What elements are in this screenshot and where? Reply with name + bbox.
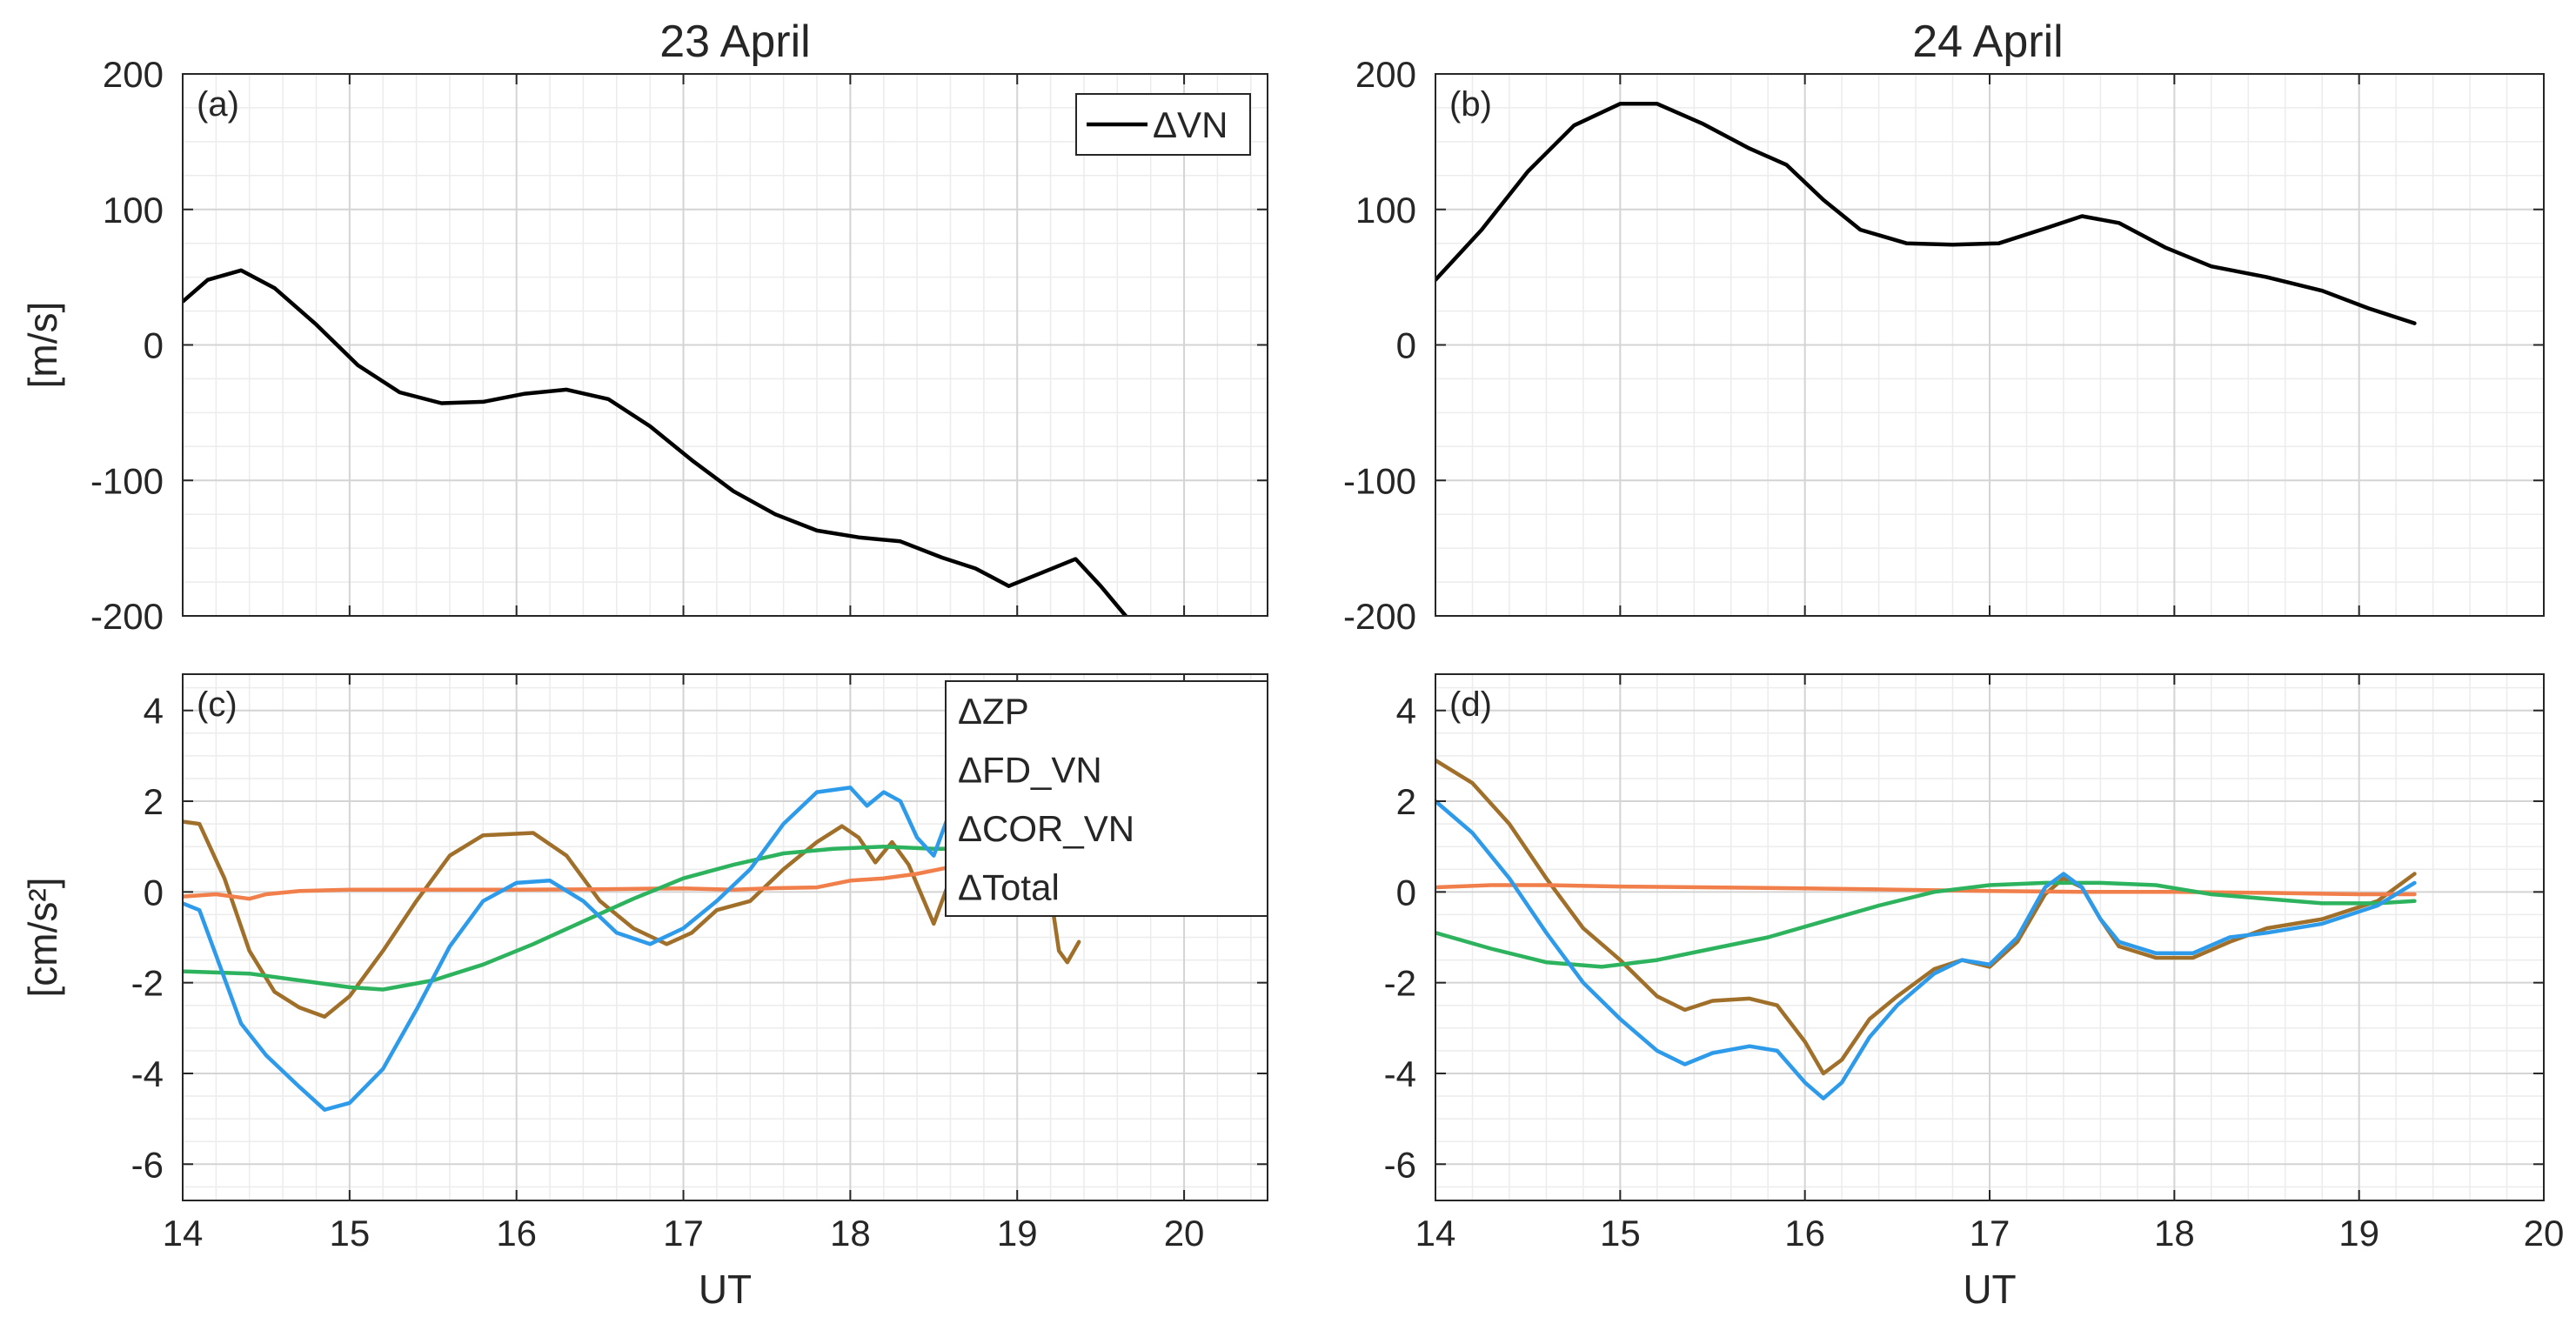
legend-entry: ΔZP (958, 691, 1029, 732)
legend-entry: ΔCOR_VN (958, 808, 1134, 849)
y-tick-label: -6 (131, 1144, 164, 1185)
y-tick-label: -4 (1384, 1053, 1416, 1094)
x-tick-label: 15 (329, 1213, 370, 1254)
y-tick-label: 4 (1396, 691, 1416, 732)
left-title: 23 April (659, 17, 810, 67)
series-line (1435, 883, 2417, 897)
x-tick-label: 16 (1784, 1213, 1825, 1254)
y-axis-label: [cm/s²] (20, 878, 65, 998)
y-tick-label: -4 (131, 1053, 164, 1094)
x-axis-label: UT (1963, 1267, 2016, 1312)
y-tick-label: 2 (144, 781, 164, 822)
series-line (1435, 758, 2417, 1076)
series-line (1435, 102, 2417, 325)
x-tick-label: 17 (1970, 1213, 2011, 1254)
panel-label: (d) (1449, 685, 1492, 724)
legend-box (945, 680, 1268, 917)
y-tick-label: 200 (103, 54, 164, 95)
y-axis-label: [m/s] (20, 302, 65, 389)
x-tick-label: 19 (997, 1213, 1038, 1254)
x-tick-label: 17 (663, 1213, 704, 1254)
y-tick-label: 0 (1396, 325, 1416, 366)
series-line (183, 268, 1128, 616)
y-tick-label: -2 (1384, 963, 1416, 1004)
y-tick-label: 0 (144, 325, 164, 366)
y-tick-label: -200 (1343, 596, 1416, 637)
x-tick-label: 14 (1415, 1213, 1456, 1254)
panel-d: 14 15 16 17 18 19 20 -6 -4 -2 0 2 4 (d) UT (1384, 673, 2565, 1312)
legend-entry: ΔVN (1153, 104, 1228, 145)
x-tick-label: 19 (2338, 1213, 2379, 1254)
y-tick-label: 0 (1396, 872, 1416, 913)
x-tick-label: 16 (496, 1213, 537, 1254)
y-tick-label: 0 (144, 872, 164, 913)
x-axis-label: UT (699, 1267, 752, 1312)
x-tick-label: 14 (163, 1213, 204, 1254)
y-tick-label: -100 (90, 460, 164, 501)
x-tick-label: 18 (2154, 1213, 2195, 1254)
y-tick-label: -6 (1384, 1144, 1416, 1185)
y-tick-label: -2 (131, 963, 164, 1004)
y-tick-label: 200 (1355, 54, 1416, 95)
x-tick-label: 20 (1164, 1213, 1205, 1254)
x-tick-label: 15 (1600, 1213, 1641, 1254)
panel-c: 14 15 16 17 18 19 20 -6 -4 -2 0 2 4 (c) [cm/s²] UT ΔZP ΔF… (20, 673, 1268, 1312)
axes-box (182, 673, 1268, 1201)
series-line (1435, 799, 2417, 1100)
y-tick-label: 100 (103, 190, 164, 231)
panel-b: -200 -100 0 100 200 (b) (1343, 54, 2545, 637)
y-tick-label: 2 (1396, 781, 1416, 822)
panel-label: (a) (197, 85, 239, 124)
y-tick-label: -100 (1343, 460, 1416, 501)
y-tick-label: 100 (1355, 190, 1416, 231)
panel-a: -200 -100 0 100 200 (a) [m/s] ΔVN (20, 54, 1268, 637)
right-title: 24 April (1912, 17, 2063, 67)
y-tick-label: 4 (144, 691, 164, 732)
x-tick-label: 18 (830, 1213, 871, 1254)
panel-label: (b) (1449, 85, 1492, 124)
legend-entry: ΔTotal (958, 866, 1060, 907)
series-line (1435, 880, 2417, 969)
x-tick-label: 20 (2524, 1213, 2565, 1254)
y-tick-label: -200 (90, 596, 164, 637)
panel-label: (c) (197, 685, 238, 724)
legend-entry: ΔFD_VN (958, 749, 1102, 790)
